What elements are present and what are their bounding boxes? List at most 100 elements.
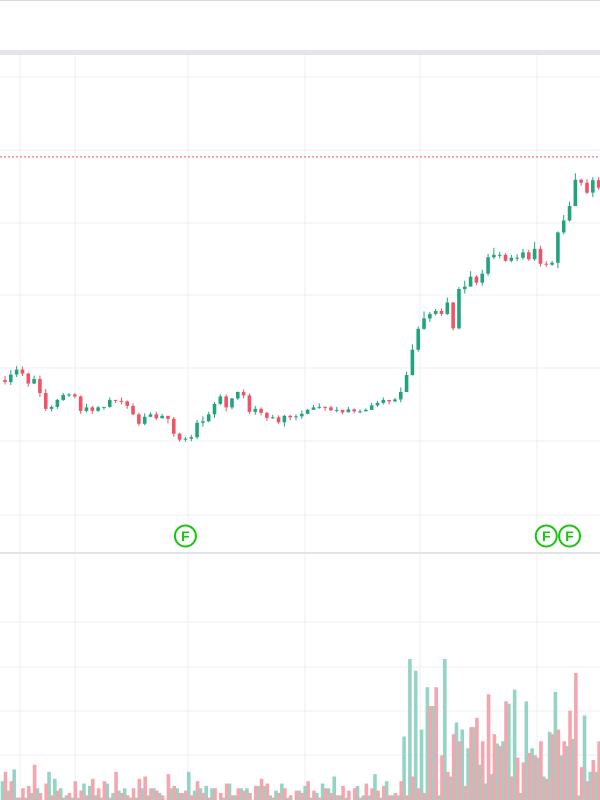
volume-bar-down — [96, 788, 101, 800]
volume-bar-up — [169, 788, 174, 800]
volume-bar-up — [326, 788, 331, 800]
candle-up — [358, 411, 362, 413]
volume-bar-down — [178, 792, 182, 800]
volume-bar-down — [510, 776, 514, 800]
candle-up — [67, 394, 71, 396]
candle-up — [445, 302, 450, 314]
volume-bar-down — [26, 785, 31, 800]
volume-bar-down — [393, 792, 398, 800]
volume-bar-up — [309, 797, 313, 800]
volume-bar-down — [131, 788, 136, 800]
volume-bar-down — [347, 790, 351, 800]
volume-bar-down — [480, 741, 485, 800]
event-marker — [534, 524, 558, 548]
candle-up — [422, 318, 426, 329]
volume-bar-up — [192, 790, 197, 800]
volume-bar-down — [550, 734, 555, 800]
volume-bar-up — [489, 774, 494, 800]
event-marker-label: F — [565, 528, 574, 544]
volume-bar-down — [451, 734, 456, 800]
volume-bar-down — [91, 778, 95, 800]
volume-bar-up — [227, 783, 232, 800]
volume-bar-up — [512, 689, 517, 800]
candle-up — [183, 438, 188, 440]
volume-bar-up — [105, 783, 110, 800]
volume-bar-down — [364, 783, 369, 800]
candle-up — [311, 407, 316, 410]
candle-down — [241, 391, 246, 396]
volume-bar-down — [143, 776, 147, 800]
volume-bar-down — [32, 764, 37, 800]
volume-bar-down — [405, 795, 409, 800]
volume-bar-up — [233, 795, 238, 800]
volume-bar-up — [454, 722, 459, 800]
volume-bar-down — [329, 792, 334, 800]
volume-bar-up — [408, 659, 412, 800]
candle-up — [230, 398, 234, 408]
volume-bar-down — [21, 788, 25, 800]
volume-bar-down — [3, 771, 8, 800]
volume-bar-down — [277, 792, 281, 800]
candle-down — [544, 263, 549, 265]
candle-up — [393, 399, 397, 402]
volume-bar-up — [559, 755, 564, 800]
volume-bar-down — [585, 781, 590, 800]
volume-bar-down — [376, 790, 380, 800]
candle-down — [113, 399, 118, 401]
volume-bar-up — [390, 795, 395, 800]
volume-bar-up — [344, 797, 348, 800]
candle-down — [247, 395, 252, 412]
volume-bar-down — [236, 788, 241, 800]
price-candles[interactable] — [3, 163, 600, 442]
volume-bar-down — [213, 788, 217, 800]
candle-down — [439, 310, 444, 314]
candle-up — [404, 375, 409, 392]
volume-bar-down — [562, 741, 567, 800]
candle-down — [119, 400, 124, 402]
volume-bar-up — [495, 743, 499, 800]
volume-bar-up — [553, 691, 558, 800]
volume-bar-down — [579, 767, 584, 800]
candle-up — [201, 421, 205, 423]
chart-toolbar — [0, 0, 600, 50]
candle-up — [160, 415, 164, 419]
candle-down — [154, 414, 159, 419]
chart-background — [0, 55, 600, 800]
candle-down — [166, 415, 170, 419]
candle-up — [509, 257, 514, 261]
volume-bar-down — [335, 795, 340, 800]
volume-bar-up — [152, 788, 156, 800]
volume-bar-down — [446, 771, 450, 800]
volume-bar-up — [518, 792, 523, 800]
volume-bar-up — [47, 771, 51, 800]
candle-up — [102, 406, 106, 408]
volume-bar-up — [58, 788, 63, 800]
candle-up — [300, 413, 304, 417]
volume-bar-down — [486, 694, 491, 800]
candle-down — [527, 252, 531, 260]
candle-down — [451, 302, 455, 329]
volume-bar-down — [242, 790, 246, 800]
volume-bar-down — [434, 687, 438, 800]
volume-bar-up — [53, 778, 57, 800]
volume-bar-down — [317, 797, 322, 800]
volume-bar-down — [387, 795, 392, 800]
volume-bar-up — [466, 748, 470, 800]
candle-down — [329, 407, 333, 411]
candle-down — [276, 417, 281, 423]
candle-down — [131, 405, 135, 415]
volume-bar-up — [285, 797, 290, 800]
volume-bar-up — [576, 795, 581, 800]
candle-up — [14, 369, 19, 375]
volume-bar-up — [338, 795, 342, 800]
volume-bar-up — [541, 776, 546, 800]
volume-bar-down — [172, 785, 177, 800]
volume-bar-up — [175, 788, 179, 800]
volume-bar-up — [588, 771, 593, 800]
candle-up — [107, 399, 112, 407]
candle-up — [334, 409, 339, 411]
volume-bar-up — [425, 687, 430, 800]
volume-bar-up — [140, 788, 144, 800]
